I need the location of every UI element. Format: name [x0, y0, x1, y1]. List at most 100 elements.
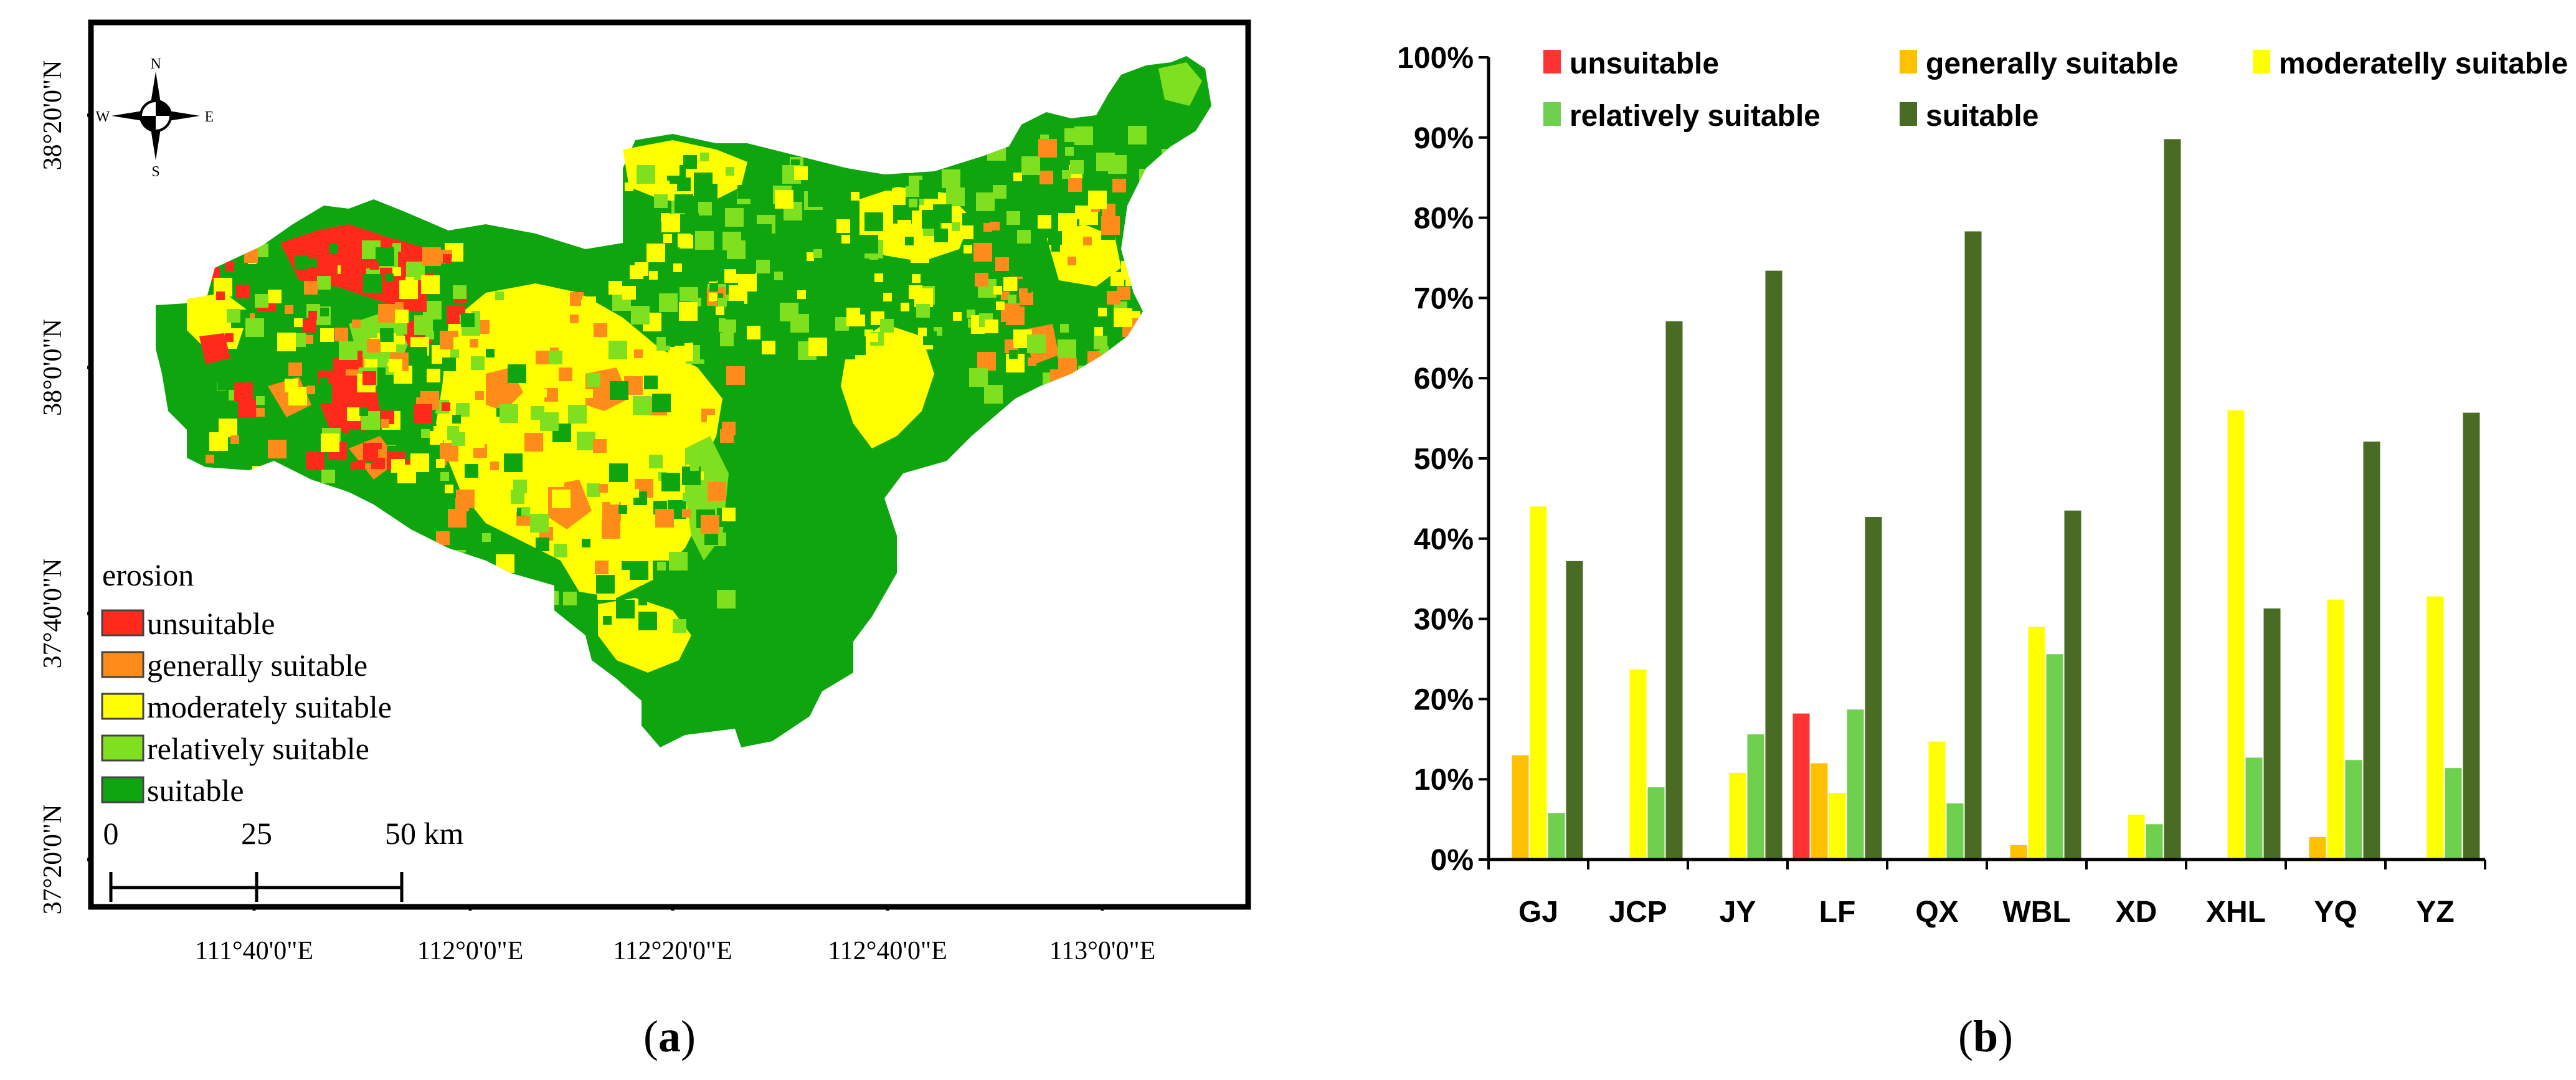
map-pixel	[839, 173, 853, 187]
map-pixel	[912, 274, 921, 283]
map-pixel	[682, 509, 691, 518]
map-pixel	[395, 310, 409, 323]
map-pixel	[859, 235, 878, 253]
map-pixel	[1013, 173, 1022, 181]
map-pixel	[622, 286, 636, 300]
map-pixel	[960, 225, 973, 239]
map-pixel	[970, 211, 984, 224]
lon-label-2: 112°0'0"E	[417, 937, 524, 965]
map-pixel	[716, 306, 724, 315]
y-tick-label: 30%	[1414, 604, 1474, 637]
map-pixel	[349, 429, 363, 443]
map-pixel	[508, 337, 521, 351]
map-pixel	[230, 435, 239, 444]
map-pixel	[752, 242, 760, 250]
map-pixel	[1039, 171, 1053, 184]
map-pixel	[638, 597, 647, 605]
map-legend-swatch	[101, 693, 144, 720]
map-pixel	[456, 490, 475, 508]
map-pixel	[288, 387, 307, 405]
map-pixel	[452, 415, 461, 424]
map-pixel	[661, 473, 680, 491]
map-pixel	[475, 391, 484, 400]
map-pixel	[808, 188, 826, 207]
map-pixel	[486, 349, 495, 358]
map-pixel	[531, 406, 544, 420]
map-pixel	[1101, 216, 1120, 235]
map-pixel	[370, 261, 379, 270]
x-tick-label: XHL	[2206, 896, 2266, 929]
map-pixel	[294, 318, 303, 327]
map-pixel	[304, 281, 318, 295]
y-tick-label: 90%	[1414, 122, 1474, 155]
map-pixel	[209, 432, 228, 451]
bar-wbl-generally-suitable	[2010, 845, 2027, 860]
scale-bar-tick-0: 0	[103, 816, 119, 851]
map-pixel	[935, 286, 949, 300]
map-pixel	[544, 388, 558, 402]
map-pixel	[466, 429, 485, 448]
chart-legend-item: generally suitable	[1900, 47, 2179, 80]
lat-label-3: 37°40'0"N	[39, 559, 67, 669]
map-pixel	[225, 333, 234, 342]
map-pixel	[602, 520, 620, 539]
map-panel: N S E W 38°20'0"N 38°0'0"N 37°40'0"N 37°…	[39, 19, 1251, 1061]
bar-gj-moderatelly-suitable	[1530, 506, 1547, 860]
y-axis: 0% 10% 20% 30% 40% 50% 60% 70% 80% 90% 100%	[1397, 42, 1490, 877]
map-pixel	[608, 341, 627, 359]
map-pixel	[378, 449, 387, 458]
map-pixel	[1090, 268, 1099, 277]
map-pixel	[596, 575, 615, 594]
map-pixel	[227, 309, 240, 323]
map-pixel	[552, 490, 571, 508]
map-pixel	[864, 212, 883, 231]
map-pixel	[973, 243, 992, 262]
map-pixel	[756, 189, 775, 208]
map-pixel	[427, 369, 440, 382]
map-pixel	[1117, 287, 1130, 300]
map-pixel	[378, 304, 397, 323]
chart-legend-item: moderatelly suitable	[2253, 47, 2568, 80]
map-pixel	[717, 590, 736, 609]
y-tick-label: 70%	[1414, 282, 1474, 315]
map-pixel	[513, 480, 527, 493]
map-pixel	[836, 219, 850, 233]
map-pixel	[602, 502, 621, 521]
bar-xhl-moderatelly-suitable	[2227, 410, 2245, 860]
bar-lf-suitable	[1865, 517, 1882, 860]
map-legend-item-generally: generally suitable	[101, 648, 367, 683]
region-relatively-2	[1158, 62, 1202, 106]
bar-gj-generally-suitable	[1512, 755, 1529, 860]
map-pixel	[595, 561, 608, 574]
map-pixel	[414, 316, 433, 335]
map-pixel	[1094, 327, 1103, 336]
map-pixel	[654, 194, 668, 208]
map-pixel	[320, 308, 329, 316]
map-pixel	[1068, 178, 1082, 192]
map-pixel	[1021, 156, 1040, 175]
bar-lf-unsuitable	[1792, 713, 1810, 860]
map-pixel	[794, 166, 808, 180]
y-tick-label: 100%	[1397, 42, 1474, 75]
map-pixel	[347, 407, 361, 421]
map-pixel	[570, 315, 579, 323]
map-legend-swatch	[101, 734, 144, 762]
map-pixel	[453, 285, 466, 299]
map-pixel	[610, 496, 619, 504]
map-pixel	[704, 531, 718, 545]
map-pixel	[306, 452, 324, 470]
map-pixel	[878, 177, 892, 191]
map-pixel	[709, 283, 718, 291]
map-pixel	[708, 482, 726, 501]
map-pixel	[700, 153, 709, 161]
map-pixel	[677, 178, 691, 191]
map-pixel	[450, 349, 459, 358]
map-pixel	[700, 341, 719, 359]
map-legend-swatch	[101, 651, 144, 678]
map-pixel	[724, 269, 738, 283]
map-pixel	[630, 561, 648, 580]
bar-jcp-moderatelly-suitable	[1629, 669, 1647, 860]
map-pixel	[470, 339, 478, 348]
map-pixel	[352, 320, 361, 328]
bar-jy-relatively-suitable	[1747, 734, 1764, 860]
